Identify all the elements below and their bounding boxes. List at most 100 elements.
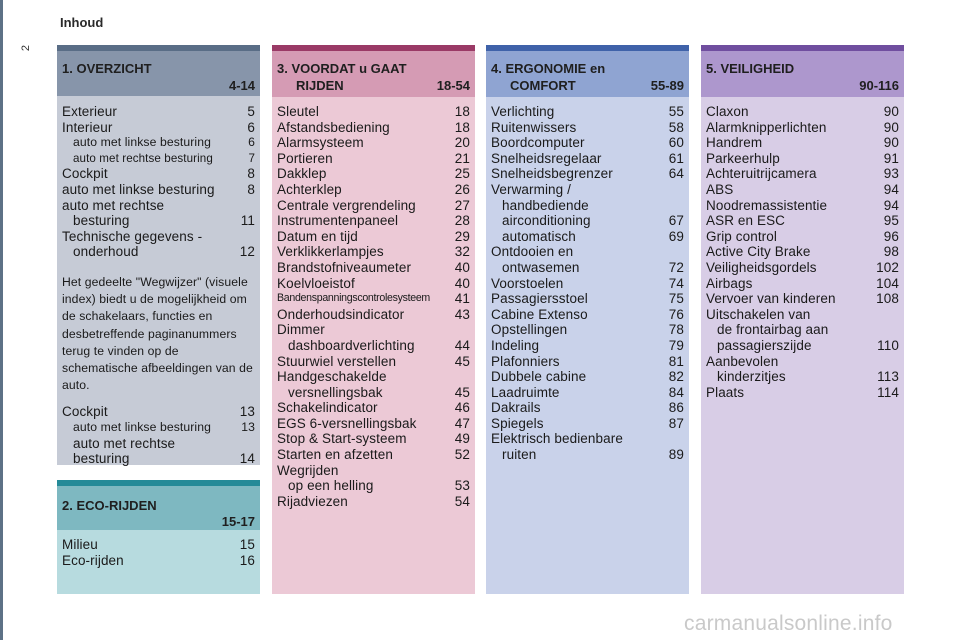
toc-entry[interactable]: Indeling 79: [491, 338, 684, 354]
toc-entry[interactable]: Verwarming / handbediende airconditionin…: [491, 182, 684, 229]
toc-entry[interactable]: Plaats 114: [706, 385, 899, 401]
section-voordat-pages: 18-54: [436, 78, 470, 93]
toc-entry[interactable]: Veiligheidsgordels 102: [706, 260, 899, 276]
toc-page: 72: [668, 259, 684, 275]
toc-entry[interactable]: Spiegels 87: [491, 416, 684, 432]
toc-entry[interactable]: Wegrijden op een helling 53: [277, 463, 470, 494]
toc-entry[interactable]: Snelheidsbegrenzer 64: [491, 166, 684, 182]
toc-entry[interactable]: automatisch 69: [491, 229, 684, 245]
toc-entry[interactable]: auto met linkse besturing 13: [62, 420, 255, 436]
toc-entry[interactable]: Bandenspanningscontrolesysteem 41: [277, 291, 470, 307]
toc-entry[interactable]: Achteruitrijcamera 93: [706, 166, 899, 182]
toc-entry[interactable]: Opstellingen 78: [491, 322, 684, 338]
toc-page: 82: [668, 369, 684, 385]
section-ergonomie-comfort: 4. ERGONOMIE en COMFORT 55-89 Verlichtin…: [486, 45, 689, 594]
toc-entry[interactable]: Starten en afzetten 52: [277, 447, 470, 463]
toc-entry[interactable]: Voorstoelen 74: [491, 276, 684, 292]
toc-entry[interactable]: Verklikkerlampjes 32: [277, 244, 470, 260]
toc-entry[interactable]: Passagiersstoel 75: [491, 291, 684, 307]
toc-label: Centrale vergrendeling: [277, 197, 416, 213]
toc-entry[interactable]: Aanbevolen kinderzitjes 113: [706, 354, 899, 385]
toc-entry[interactable]: Claxon 90: [706, 104, 899, 120]
toc-entry[interactable]: Stuurwiel verstellen 45: [277, 354, 470, 370]
toc-entry[interactable]: Datum en tijd 29: [277, 229, 470, 245]
toc-entry[interactable]: Ruitenwissers 58: [491, 120, 684, 136]
toc-entry[interactable]: Afstandsbediening 18: [277, 120, 470, 136]
toc-label: ABS: [706, 181, 734, 197]
toc-page: 55: [668, 104, 684, 119]
toc-entry[interactable]: Instrumentenpaneel 28: [277, 213, 470, 229]
section-voordat-title-line2: RIJDEN: [296, 78, 344, 93]
section-ergonomie-header[interactable]: 4. ERGONOMIE en COMFORT 55-89: [486, 51, 689, 97]
toc-entry[interactable]: auto met rechtse besturing 14: [62, 436, 255, 467]
section-voordat-header[interactable]: 3. VOORDAT u GAAT RIJDEN 18-54: [272, 51, 475, 97]
toc-entry[interactable]: Snelheidsregelaar 61: [491, 151, 684, 167]
toc-entry[interactable]: Cockpit 8: [62, 166, 255, 182]
toc-entry[interactable]: Milieu 15: [62, 537, 255, 553]
toc-label: Koelvloeistof: [277, 275, 355, 291]
toc-entry[interactable]: Dakrails 86: [491, 400, 684, 416]
toc-entry[interactable]: Ontdooien en ontwasemen 72: [491, 244, 684, 275]
toc-entry[interactable]: ABS 94: [706, 182, 899, 198]
toc-entry[interactable]: Grip control 96: [706, 229, 899, 245]
toc-entry[interactable]: Centrale vergrendeling 27: [277, 198, 470, 214]
toc-entry[interactable]: ASR en ESC 95: [706, 213, 899, 229]
toc-page: 44: [454, 337, 470, 353]
toc-page: 13: [239, 404, 255, 420]
toc-label: Alarmknipperlichten: [706, 119, 827, 135]
toc-entry[interactable]: Handrem 90: [706, 135, 899, 151]
toc-entry[interactable]: Alarmsysteem 20: [277, 135, 470, 151]
toc-entry[interactable]: Active City Brake 98: [706, 244, 899, 260]
toc-label: Uitschakelen van: [706, 306, 811, 322]
toc-entry[interactable]: Alarmknipperlichten 90: [706, 120, 899, 136]
section-overzicht-header[interactable]: 1. OVERZICHT 4-14: [57, 51, 260, 96]
toc-entry[interactable]: Stop & Start-systeem 49: [277, 431, 470, 447]
toc-entry[interactable]: Rijadviezen 54: [277, 494, 470, 510]
section-eco-rijden-header[interactable]: 2. ECO-RIJDEN 15-17: [57, 486, 260, 530]
toc-entry[interactable]: EGS 6-versnellingsbak 47: [277, 416, 470, 432]
toc-page: 67: [668, 213, 684, 229]
section-veiligheid-topline: [701, 45, 904, 51]
toc-entry[interactable]: Exterieur 5: [62, 104, 255, 120]
section-veiligheid-header[interactable]: 5. VEILIGHEID 90-116: [701, 51, 904, 97]
toc-entry[interactable]: Sleutel 18: [277, 104, 470, 120]
toc-label: ASR en ESC: [706, 213, 786, 229]
toc-entry[interactable]: Portieren 21: [277, 151, 470, 167]
page-header-title: Inhoud: [60, 15, 104, 30]
toc-entry[interactable]: Onderhoudsindicator 43: [277, 307, 470, 323]
toc-entry[interactable]: auto met linkse besturing 8: [62, 182, 255, 198]
toc-entry[interactable]: Koelvloeistof 40: [277, 276, 470, 292]
toc-label: Verklikkerlampjes: [277, 244, 384, 260]
toc-entry[interactable]: Brandstofniveaumeter 40: [277, 260, 470, 276]
toc-entry[interactable]: Achterklep 26: [277, 182, 470, 198]
toc-label: Achterklep: [277, 181, 342, 197]
toc-entry[interactable]: Dimmer dashboardverlichting 44: [277, 322, 470, 353]
toc-entry[interactable]: Verlichting 55: [491, 104, 684, 120]
toc-entry[interactable]: Elektrisch bedienbare ruiten 89: [491, 431, 684, 462]
toc-entry[interactable]: Laadruimte 84: [491, 385, 684, 401]
toc-entry[interactable]: auto met rechtse besturing 7: [62, 151, 255, 167]
toc-entry[interactable]: Dubbele cabine 82: [491, 369, 684, 385]
toc-entry[interactable]: Cockpit 13: [62, 404, 255, 420]
toc-entry[interactable]: Cabine Extenso 76: [491, 307, 684, 323]
toc-entry[interactable]: Parkeerhulp 91: [706, 151, 899, 167]
toc-entry[interactable]: Handgeschakelde versnellingsbak 45: [277, 369, 470, 400]
toc-entry[interactable]: Vervoer van kinderen 108: [706, 291, 899, 307]
toc-label: Sleutel: [277, 104, 319, 119]
toc-entry[interactable]: Dakklep 25: [277, 166, 470, 182]
toc-entry[interactable]: Boordcomputer 60: [491, 135, 684, 151]
toc-entry[interactable]: Schakelindicator 46: [277, 400, 470, 416]
toc-entry[interactable]: Airbags 104: [706, 276, 899, 292]
toc-entry[interactable]: auto met rechtse besturing 11: [62, 198, 255, 229]
toc-label: Snelheidsregelaar: [491, 150, 602, 166]
toc-entry[interactable]: auto met linkse besturing 6: [62, 135, 255, 151]
toc-entry[interactable]: Uitschakelen van de frontairbag aan pass…: [706, 307, 899, 354]
toc-entry[interactable]: Plafonniers 81: [491, 354, 684, 370]
section-overzicht: 1. OVERZICHT 4-14 Exterieur 5 Interieur 6 …: [57, 45, 260, 467]
toc-entry[interactable]: Eco-rijden 16: [62, 553, 255, 569]
toc-label: Noodremassistentie: [706, 197, 828, 213]
toc-entry[interactable]: Technische gegevens - onderhoud 12: [62, 229, 255, 260]
toc-entry[interactable]: Noodremassistentie 94: [706, 198, 899, 214]
toc-page: 8: [247, 166, 255, 182]
toc-entry[interactable]: Interieur 6: [62, 120, 255, 136]
